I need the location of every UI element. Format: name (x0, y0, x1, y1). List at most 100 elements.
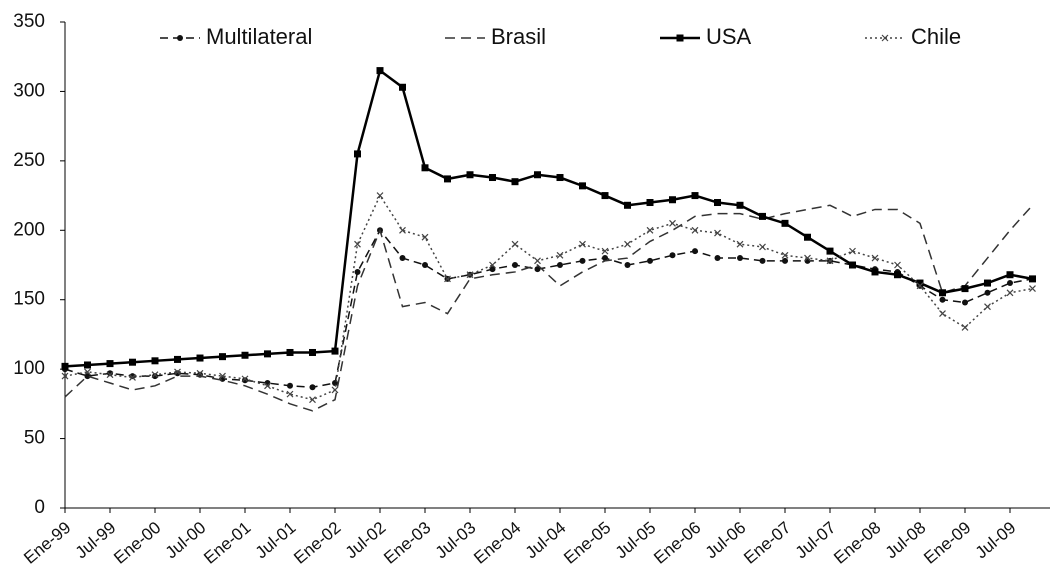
marker (309, 348, 316, 356)
marker (489, 261, 496, 269)
marker (106, 360, 114, 368)
marker (107, 370, 113, 377)
marker (512, 262, 518, 268)
marker (286, 348, 294, 356)
marker (669, 196, 676, 204)
marker (61, 362, 69, 370)
marker (624, 262, 631, 268)
marker (579, 240, 586, 248)
marker (331, 347, 339, 355)
x-tick-label: Ene-05 (560, 518, 614, 568)
y-tick-label: 250 (13, 150, 45, 171)
series (62, 227, 1036, 391)
legend-label: USA (706, 24, 752, 49)
marker (219, 372, 226, 380)
marker (939, 296, 946, 303)
marker (714, 199, 721, 207)
marker (196, 369, 204, 377)
marker (624, 201, 631, 209)
marker (287, 382, 293, 389)
marker (489, 266, 496, 273)
series (61, 67, 1036, 370)
marker (556, 174, 564, 182)
marker (241, 351, 249, 359)
marker (511, 178, 519, 186)
marker (354, 268, 361, 275)
marker (602, 255, 608, 262)
x-tick-label: Ene-07 (740, 518, 794, 568)
marker (939, 310, 946, 318)
marker (691, 192, 699, 200)
marker (984, 303, 991, 311)
marker (489, 174, 496, 182)
marker (264, 350, 271, 358)
marker (556, 251, 564, 259)
legend-label: Brasil (491, 24, 546, 49)
marker (1006, 289, 1014, 297)
marker (601, 192, 609, 200)
marker (939, 289, 946, 297)
marker (669, 219, 676, 227)
x-tick-label: Ene-09 (920, 518, 974, 568)
series (61, 192, 1036, 404)
marker (1006, 271, 1014, 279)
marker (242, 377, 248, 384)
marker (781, 251, 789, 259)
marker (61, 372, 69, 380)
marker (894, 261, 901, 269)
x-tick-label: Ene-03 (380, 518, 434, 568)
marker (354, 150, 361, 158)
y-tick-label: 100 (13, 358, 45, 379)
line (64, 194, 1033, 401)
x-tick-label: Jul-09 (972, 518, 1020, 562)
marker (782, 257, 788, 264)
marker (241, 375, 249, 383)
marker (714, 255, 721, 262)
marker (422, 262, 428, 268)
marker (511, 240, 519, 248)
y-tick-label: 350 (13, 11, 45, 32)
marker (647, 257, 653, 264)
y-tick-label: 50 (24, 428, 45, 449)
marker (646, 226, 654, 234)
marker (759, 243, 766, 251)
marker (219, 353, 226, 361)
marker (152, 373, 158, 380)
marker (962, 299, 968, 306)
marker (916, 279, 924, 287)
marker (961, 324, 969, 331)
marker (286, 390, 294, 398)
marker (151, 371, 159, 379)
x-tick-label: Ene-02 (290, 518, 344, 568)
x-tick-label: Ene-06 (650, 518, 704, 568)
marker (804, 254, 811, 262)
marker (984, 279, 991, 287)
marker (1007, 280, 1013, 287)
marker (736, 201, 744, 209)
y-tick-label: 300 (13, 80, 45, 101)
marker (676, 34, 684, 42)
marker (354, 240, 361, 248)
marker (871, 268, 879, 276)
marker (849, 247, 856, 255)
marker (894, 271, 901, 279)
marker (759, 212, 766, 220)
marker (984, 289, 991, 296)
marker (759, 257, 766, 264)
marker (196, 354, 204, 362)
marker (624, 240, 631, 248)
x-tick-label: Ene-01 (200, 518, 254, 568)
marker (826, 257, 834, 265)
marker (264, 382, 271, 390)
marker (177, 35, 183, 41)
marker (646, 199, 654, 207)
marker (692, 248, 698, 255)
line (64, 68, 1033, 368)
marker (916, 282, 924, 290)
legend-label: Chile (911, 24, 961, 49)
marker (376, 67, 384, 75)
marker (444, 275, 451, 283)
marker (174, 355, 181, 363)
marker (534, 257, 541, 265)
